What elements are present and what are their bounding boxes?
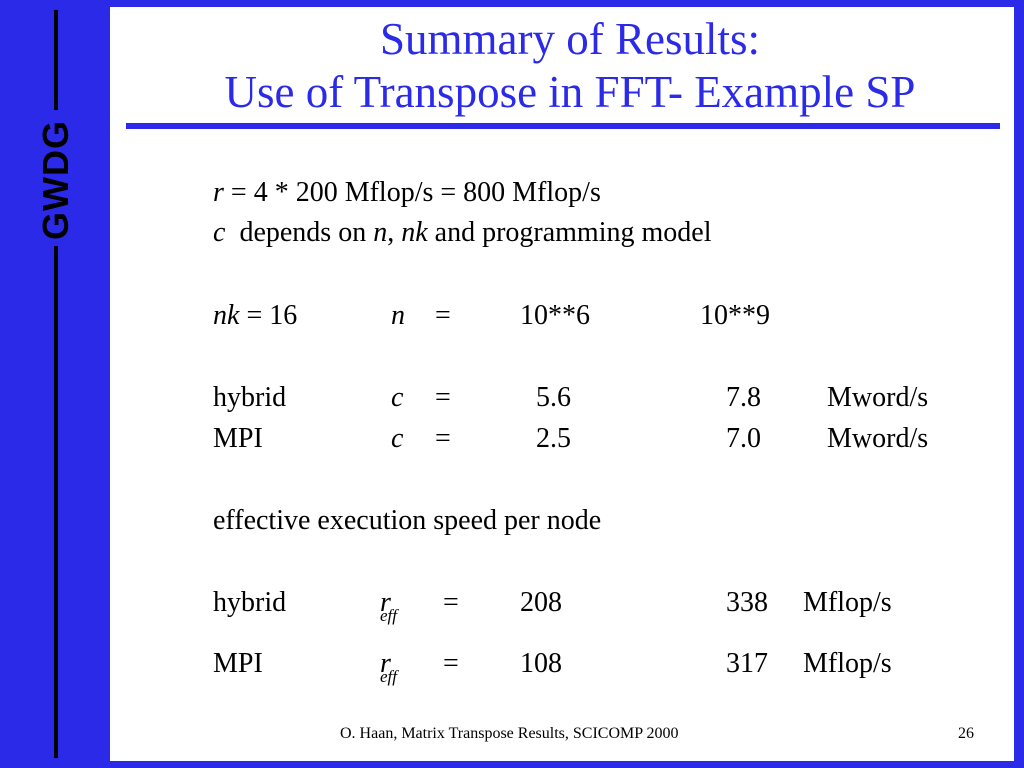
c-text-1: depends on xyxy=(225,217,374,248)
row-label: MPI xyxy=(213,648,263,679)
c-text-comma: , xyxy=(387,217,402,248)
r-var: r xyxy=(213,177,224,208)
nk-label-var: nk xyxy=(213,300,240,331)
row-label: hybrid xyxy=(213,587,287,618)
sidebar: GWDG xyxy=(0,0,110,768)
r-eff-var: r xyxy=(380,648,391,679)
row-unit: Mword/s xyxy=(827,423,929,454)
r-formula-line: r = 4 * 200 Mflop/s = 800 Mflop/s xyxy=(213,177,601,209)
row-equals: = xyxy=(435,382,451,413)
row-unit: Mflop/s xyxy=(803,648,892,679)
n-var: n xyxy=(373,217,388,248)
r-eff-var: r xyxy=(380,587,391,618)
row-value-1: 208 xyxy=(520,587,562,618)
row-value-2: 338 xyxy=(726,587,768,618)
row-value-2: 317 xyxy=(726,648,768,679)
title-line-2: Use of Transpose in FFT- Example SP xyxy=(224,67,916,117)
row-value-1: 2.5 xyxy=(536,423,571,454)
nk-value: = 16 xyxy=(239,300,298,331)
row-value-1: 5.6 xyxy=(536,382,571,413)
nk-var: nk xyxy=(401,217,428,248)
row-equals: = xyxy=(435,423,451,454)
r-eff-symbol: r eff xyxy=(380,648,397,686)
nk-row-equals: = xyxy=(435,300,451,331)
n-value-1: 10**6 xyxy=(520,300,590,331)
speed-heading: effective execution speed per node xyxy=(213,505,602,536)
row-unit: Mflop/s xyxy=(803,587,892,618)
c-dependency-line: c depends on n, nk and programming model xyxy=(213,217,711,249)
row-value-1: 108 xyxy=(520,648,562,679)
r-eff-symbol: r eff xyxy=(380,587,397,625)
row-value-2: 7.8 xyxy=(726,382,761,413)
title-underline xyxy=(126,123,1000,129)
c-text-2: and programming model xyxy=(427,217,712,248)
r-eff-subscript: eff xyxy=(380,667,397,686)
row-var: c xyxy=(391,423,404,454)
c-var: c xyxy=(213,217,226,248)
row-var: c xyxy=(391,382,404,413)
slide-title: Summary of Results: Use of Transpose in … xyxy=(126,13,1014,119)
row-label: MPI xyxy=(213,423,263,454)
row-unit: Mword/s xyxy=(827,382,929,413)
row-label: hybrid xyxy=(213,382,287,413)
sidebar-divider-bottom xyxy=(54,246,58,758)
row-equals: = xyxy=(443,648,459,679)
sidebar-divider-top xyxy=(54,10,58,110)
logo: GWDG xyxy=(35,120,76,240)
n-value-2: 10**9 xyxy=(700,300,770,331)
page-number: 26 xyxy=(958,725,974,742)
title-line-1: Summary of Results: xyxy=(380,14,760,64)
r-eff-subscript: eff xyxy=(380,606,397,625)
n-label-var: n xyxy=(391,300,405,331)
row-value-2: 7.0 xyxy=(726,423,761,454)
slide: Summary of Results: Use of Transpose in … xyxy=(110,7,1014,761)
footer-citation: O. Haan, Matrix Transpose Results, SCICO… xyxy=(340,725,679,742)
row-equals: = xyxy=(443,587,459,618)
r-formula-text: = 4 * 200 Mflop/s = 800 Mflop/s xyxy=(223,177,601,208)
